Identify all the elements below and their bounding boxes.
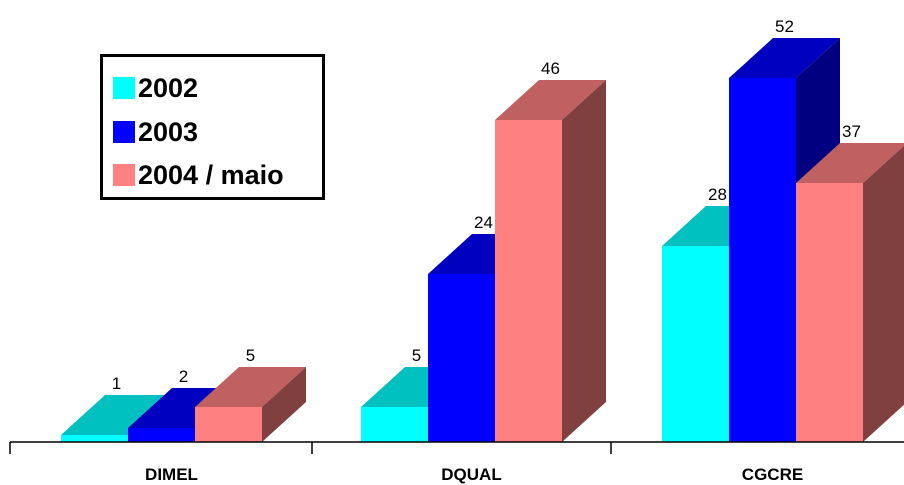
legend-label-2002: 2002 [138, 73, 199, 103]
bar-cgcre-2004-maio [796, 143, 904, 442]
bar-top-face [729, 38, 840, 78]
data-label-dimel-2004-maio: 5 [246, 346, 255, 365]
category-label-cgcre: CGCRE [742, 465, 803, 484]
bar-front-face [361, 407, 428, 442]
legend-swatch-2002 [113, 77, 135, 99]
bar-front-face [128, 428, 195, 442]
legend: 2002 2003 2004 / maio [100, 54, 325, 200]
legend-item-2004-maio: 2004 / maio [113, 161, 284, 189]
legend-swatch-2003 [113, 121, 135, 143]
legend-item-2002: 2002 [113, 74, 198, 102]
legend-swatch-2004-maio [113, 164, 135, 186]
bar-front-face [495, 120, 562, 442]
data-label-dqual-2004-maio: 46 [541, 59, 560, 78]
data-label-cgcre-2003: 52 [775, 17, 794, 36]
bar-front-face [662, 246, 729, 442]
bar-side-face [863, 145, 904, 442]
data-label-dqual-2003: 24 [474, 213, 493, 232]
data-label-cgcre-2004-maio: 37 [842, 122, 861, 141]
data-label-cgcre-2002: 28 [708, 185, 727, 204]
bar-front-face [428, 274, 495, 442]
category-labels-group: DIMEL DQUAL CGCRE [145, 465, 803, 484]
bar-top-face [195, 367, 306, 407]
bar-front-face [61, 435, 128, 442]
data-label-dimel-2002: 1 [112, 374, 121, 393]
category-label-dimel: DIMEL [145, 465, 198, 484]
bar-side-face [262, 367, 306, 442]
bar-top-face [61, 395, 172, 435]
bars-group [61, 38, 904, 442]
value-labels-group: 1 2 5 5 24 46 28 52 37 [112, 17, 861, 393]
legend-label-2004-maio: 2004 / maio [138, 160, 284, 190]
bar-side-face [562, 80, 606, 442]
bar-top-face [796, 143, 904, 183]
bar-front-face [195, 407, 262, 442]
data-label-dqual-2002: 5 [412, 346, 421, 365]
bar-cgcre-2003 [729, 38, 840, 442]
data-label-dimel-2003: 2 [179, 367, 188, 386]
bar-top-face [495, 80, 606, 120]
legend-label-2003: 2003 [138, 117, 199, 147]
legend-item-2003: 2003 [113, 118, 198, 146]
bar-dimel-2004-maio [195, 367, 306, 442]
category-label-dqual: DQUAL [441, 465, 501, 484]
bar-front-face [796, 183, 863, 442]
bar-front-face [729, 78, 796, 442]
bar-dqual-2004-maio [495, 80, 606, 442]
x-axis-ticks [9, 442, 612, 454]
